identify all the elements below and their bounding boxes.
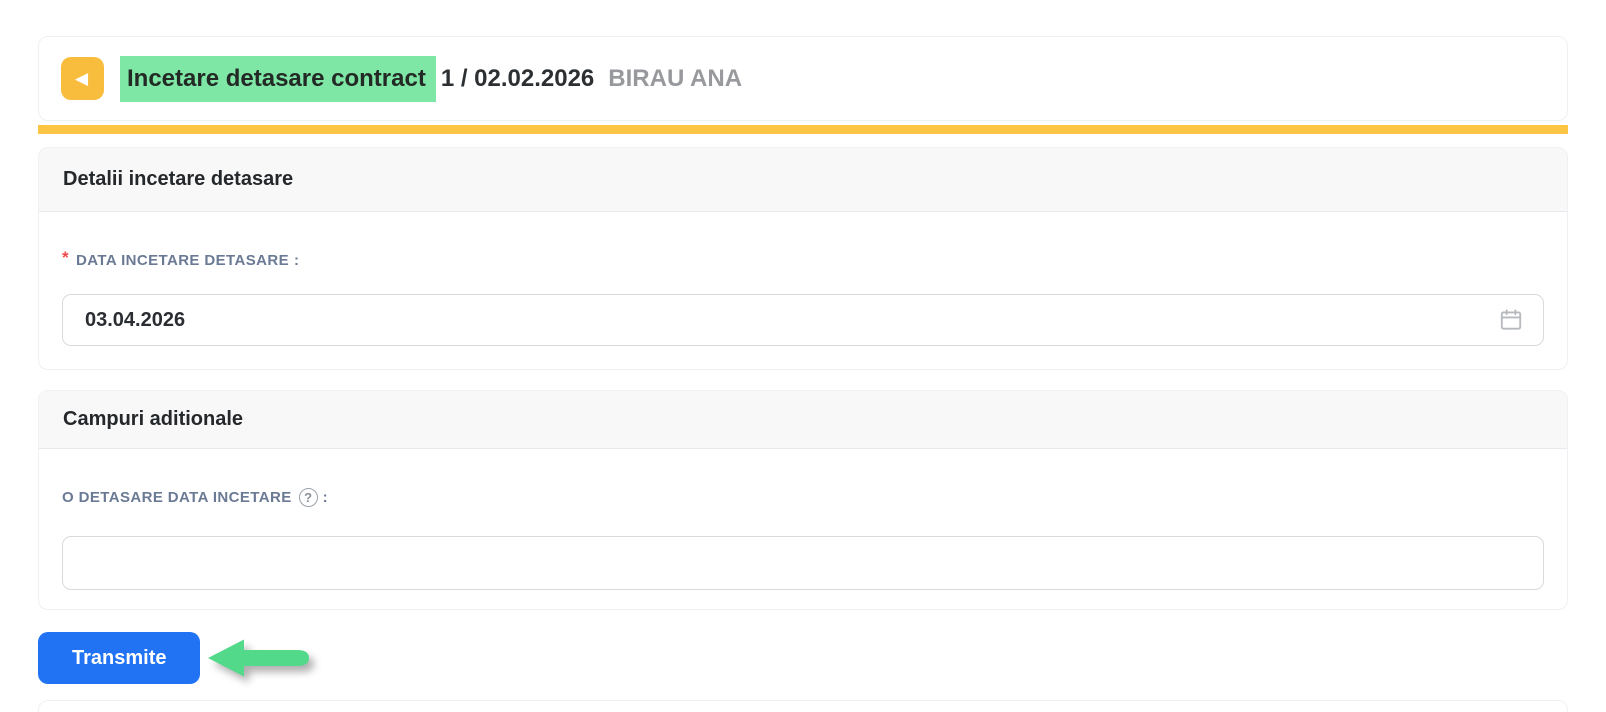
field-label-row: * DATA INCETARE DETASARE : — [62, 212, 1544, 270]
section-title: Detalii incetare detasare — [63, 168, 294, 190]
title-highlight: Incetare detasare contract — [120, 55, 436, 102]
additional-field-input[interactable] — [62, 536, 1544, 590]
field-label: O DETASARE DATA INCETARE — [62, 489, 292, 506]
calendar-icon[interactable] — [1498, 307, 1524, 333]
text-input-wrap — [62, 536, 1544, 590]
accent-bar — [38, 125, 1568, 134]
section-header: Campuri aditionale — [39, 391, 1567, 449]
header-card: ◀ Incetare detasare contract 1 / 02.02.2… — [38, 36, 1568, 121]
transmite-button[interactable]: Transmite — [38, 632, 201, 684]
title-number-date: 1 / 02.02.2026 — [440, 64, 595, 92]
field-label: DATA INCETARE DETASARE — [76, 251, 289, 269]
section-title: Campuri aditionale — [63, 408, 244, 430]
section-body: O DETASARE DATA INCETARE ? : — [39, 449, 1567, 590]
date-input[interactable] — [62, 294, 1544, 346]
section-campuri-aditionale: Campuri aditionale O DETASARE DATA INCET… — [38, 390, 1568, 610]
next-card-edge — [38, 700, 1568, 712]
date-input-wrap — [62, 294, 1544, 346]
label-colon: : — [322, 489, 329, 506]
page: ◀ Incetare detasare contract 1 / 02.02.2… — [38, 36, 1568, 712]
chevron-left-icon: ◀ — [74, 69, 89, 88]
back-button[interactable]: ◀ — [61, 57, 104, 100]
label-colon: : — [294, 251, 300, 269]
actions-row: Transmite — [38, 632, 1568, 684]
page-title: Incetare detasare contract 1 / 02.02.202… — [120, 55, 743, 102]
section-body: * DATA INCETARE DETASARE : — [39, 212, 1567, 346]
section-header: Detalii incetare detasare — [39, 148, 1567, 212]
employee-name: BIRAU ANA — [608, 64, 743, 92]
field-label-row: O DETASARE DATA INCETARE ? : — [62, 449, 1544, 507]
section-detalii-incetare: Detalii incetare detasare * DATA INCETAR… — [38, 147, 1568, 370]
help-circle-icon[interactable]: ? — [298, 488, 318, 507]
required-asterisk: * — [62, 248, 70, 267]
arrow-left-icon — [208, 639, 310, 677]
